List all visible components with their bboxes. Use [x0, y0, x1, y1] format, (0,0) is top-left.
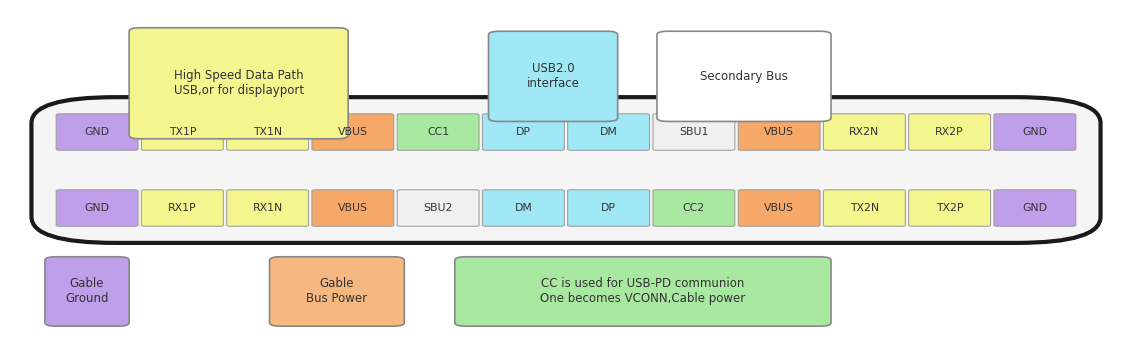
FancyBboxPatch shape — [227, 190, 309, 226]
FancyBboxPatch shape — [652, 190, 734, 226]
FancyBboxPatch shape — [567, 190, 649, 226]
Text: CC2: CC2 — [683, 203, 705, 213]
Text: DM: DM — [600, 127, 618, 137]
Text: High Speed Data Path
USB,or for displayport: High Speed Data Path USB,or for displayp… — [174, 69, 303, 97]
Text: Secondary Bus: Secondary Bus — [700, 70, 788, 83]
Text: VBUS: VBUS — [764, 127, 794, 137]
FancyBboxPatch shape — [823, 114, 905, 150]
Text: SBU1: SBU1 — [679, 127, 709, 137]
FancyBboxPatch shape — [567, 114, 649, 150]
Text: DM: DM — [514, 203, 532, 213]
FancyBboxPatch shape — [483, 190, 564, 226]
FancyBboxPatch shape — [483, 114, 564, 150]
FancyBboxPatch shape — [909, 114, 990, 150]
FancyBboxPatch shape — [994, 190, 1076, 226]
FancyBboxPatch shape — [652, 114, 734, 150]
Text: DP: DP — [515, 127, 531, 137]
FancyBboxPatch shape — [31, 97, 1101, 243]
FancyBboxPatch shape — [657, 31, 831, 121]
FancyBboxPatch shape — [129, 28, 348, 139]
FancyBboxPatch shape — [312, 114, 394, 150]
FancyBboxPatch shape — [45, 257, 129, 326]
FancyBboxPatch shape — [455, 257, 831, 326]
Text: USB2.0
interface: USB2.0 interface — [527, 62, 579, 90]
Text: TX2N: TX2N — [850, 203, 879, 213]
Text: GND: GND — [1022, 127, 1048, 137]
FancyBboxPatch shape — [141, 114, 223, 150]
Text: RX2N: RX2N — [849, 127, 879, 137]
Text: Gable
Bus Power: Gable Bus Power — [307, 278, 367, 305]
FancyBboxPatch shape — [398, 190, 480, 226]
Text: TX2P: TX2P — [935, 203, 964, 213]
Text: RX2P: RX2P — [935, 127, 964, 137]
FancyBboxPatch shape — [56, 114, 138, 150]
FancyBboxPatch shape — [227, 114, 309, 150]
FancyBboxPatch shape — [141, 190, 223, 226]
Text: DP: DP — [601, 203, 617, 213]
FancyBboxPatch shape — [270, 257, 404, 326]
FancyBboxPatch shape — [312, 190, 394, 226]
Text: CC is used for USB-PD communion
One becomes VCONN,Cable power: CC is used for USB-PD communion One beco… — [540, 278, 746, 305]
Text: GND: GND — [84, 127, 110, 137]
Text: GND: GND — [1022, 203, 1048, 213]
Text: TX1N: TX1N — [253, 127, 282, 137]
Text: VBUS: VBUS — [338, 203, 368, 213]
FancyBboxPatch shape — [738, 190, 820, 226]
Text: CC1: CC1 — [427, 127, 449, 137]
FancyBboxPatch shape — [489, 31, 618, 121]
Text: RX1P: RX1P — [168, 203, 197, 213]
Text: GND: GND — [84, 203, 110, 213]
FancyBboxPatch shape — [994, 114, 1076, 150]
FancyBboxPatch shape — [909, 190, 990, 226]
Text: Gable
Ground: Gable Ground — [65, 278, 109, 305]
FancyBboxPatch shape — [823, 190, 905, 226]
Text: RX1N: RX1N — [253, 203, 283, 213]
Text: VBUS: VBUS — [338, 127, 368, 137]
Text: VBUS: VBUS — [764, 203, 794, 213]
FancyBboxPatch shape — [56, 190, 138, 226]
Text: TX1P: TX1P — [168, 127, 197, 137]
Text: SBU2: SBU2 — [423, 203, 453, 213]
FancyBboxPatch shape — [738, 114, 820, 150]
FancyBboxPatch shape — [398, 114, 480, 150]
